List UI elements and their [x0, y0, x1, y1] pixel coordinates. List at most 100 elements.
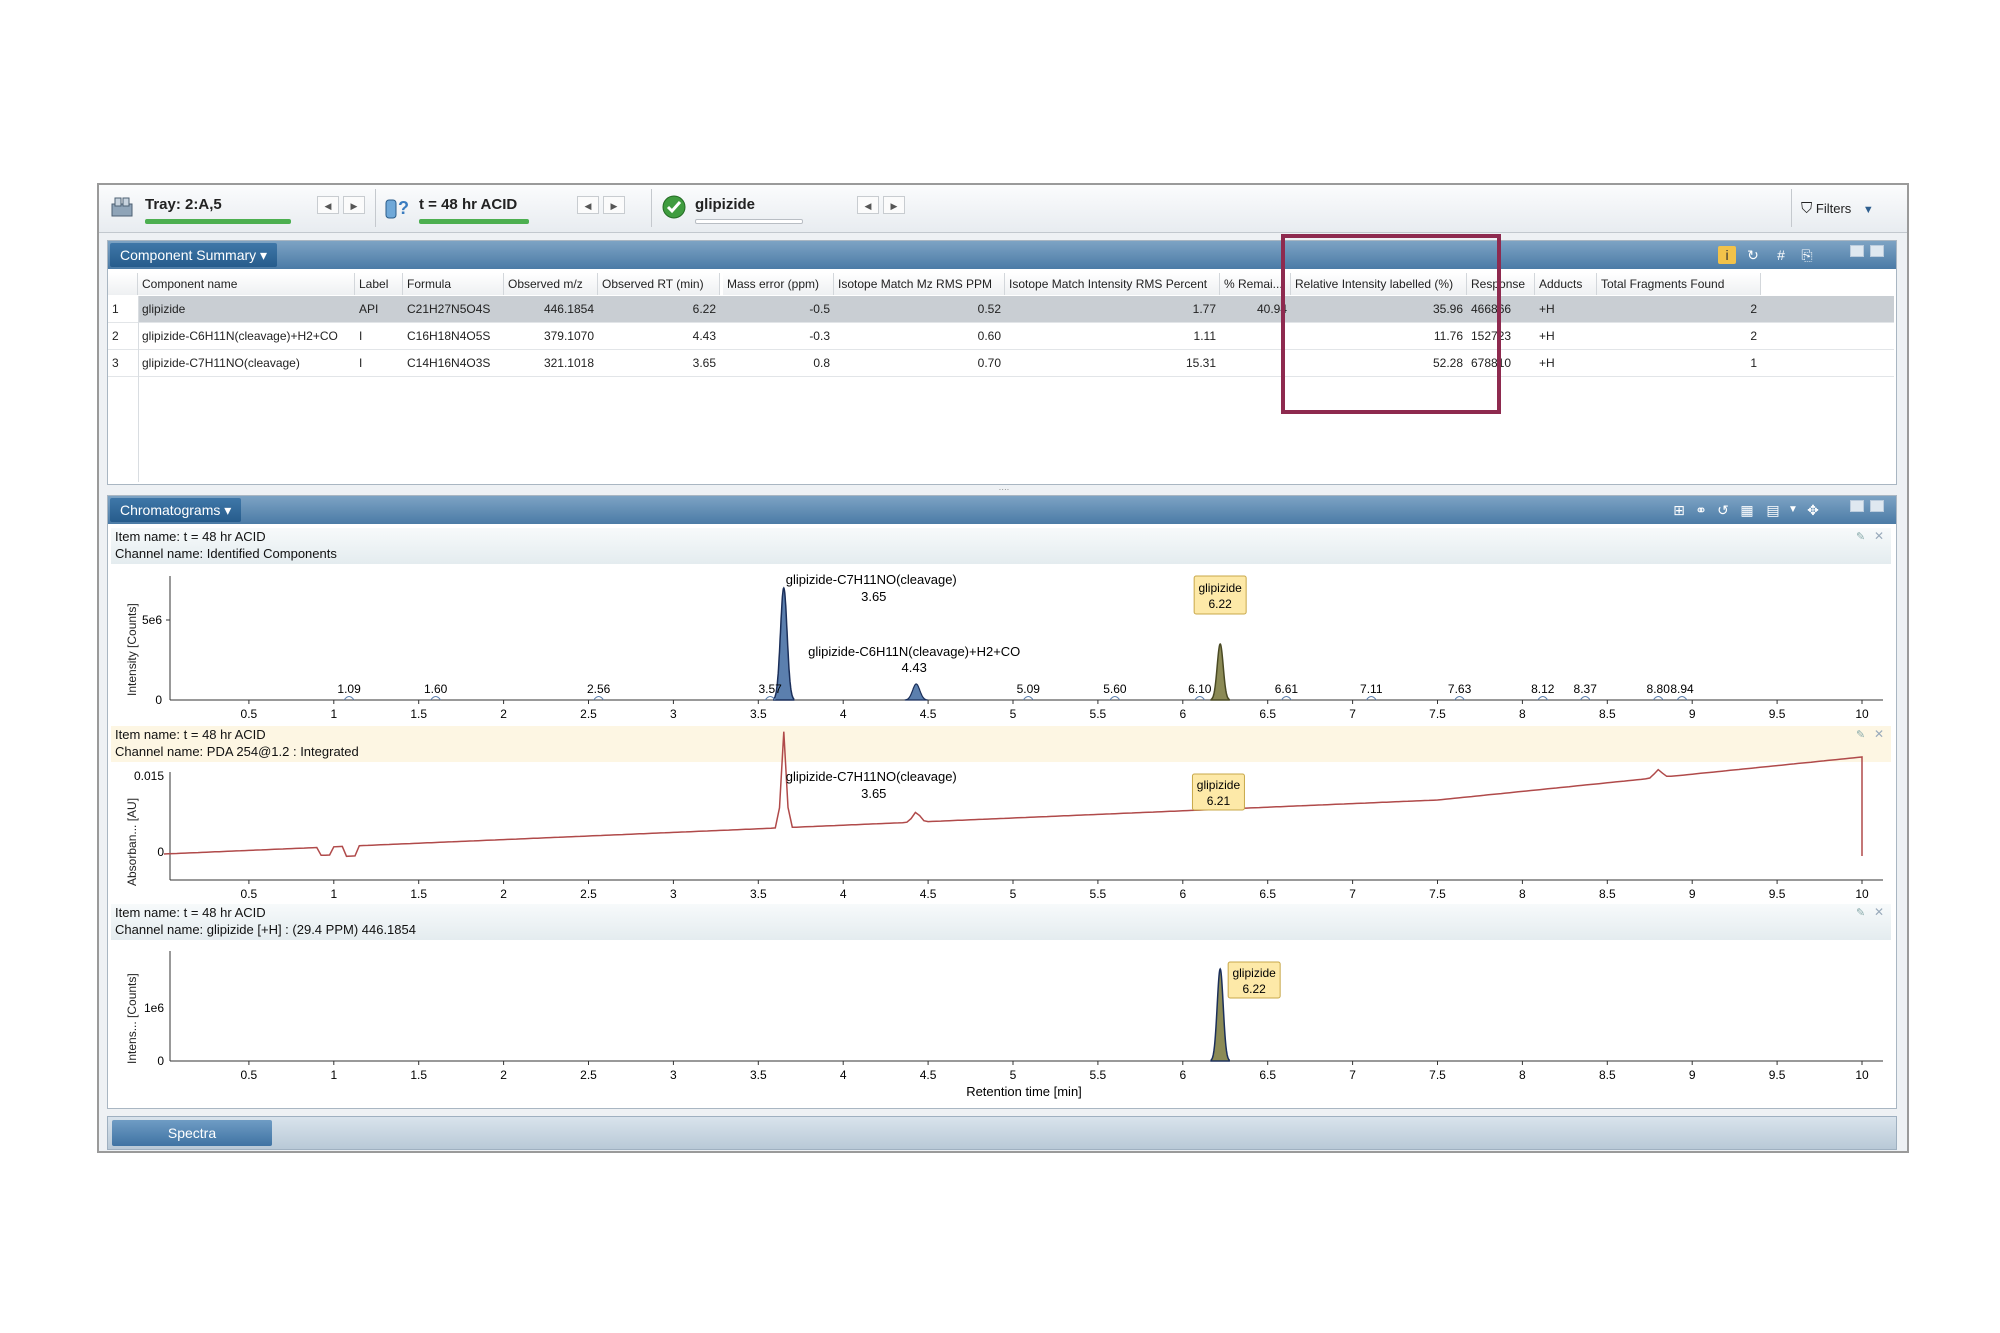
- x-tick-label: 7: [1349, 1068, 1356, 1082]
- strip3-channel-name: Channel name: glipizide [+H] : (29.4 PPM…: [115, 922, 416, 937]
- close-icon[interactable]: ✕: [1874, 905, 1885, 919]
- chromatograms-title[interactable]: Chromatograms ▾: [110, 498, 242, 522]
- maximize-button[interactable]: [1870, 245, 1884, 257]
- col-iso-intensity[interactable]: Isotope Match Intensity RMS Percent: [1005, 273, 1220, 295]
- x-tick-label: 9: [1689, 707, 1696, 721]
- link-icon[interactable]: ⚭: [1695, 502, 1707, 518]
- cell-iso-intensity: 1.77: [1192, 302, 1216, 316]
- component-summary-title[interactable]: Component Summary ▾: [110, 243, 278, 267]
- info-icon[interactable]: i: [1718, 246, 1736, 264]
- x-tick-label: 9.5: [1769, 707, 1786, 721]
- peak-glipizide-c7h11no: [773, 586, 795, 701]
- x-tick-label: 1: [330, 1068, 337, 1082]
- pin-icon[interactable]: ✎: [1856, 729, 1866, 741]
- hash-icon[interactable]: #: [1777, 247, 1785, 263]
- x-tick-label: 2: [500, 1068, 507, 1082]
- col-iso-mz[interactable]: Isotope Match Mz RMS PPM: [834, 273, 1005, 295]
- annotation-c7h11no-name: glipizide-C7H11NO(cleavage): [786, 572, 957, 587]
- col-observed-mz[interactable]: Observed m/z: [504, 273, 598, 295]
- col-total-fragments[interactable]: Total Fragments Found: [1597, 273, 1761, 295]
- x-tick-label: 9.5: [1769, 1068, 1786, 1082]
- reset-icon[interactable]: ↺: [1717, 502, 1729, 518]
- item-navigator: ? t = 48 hr ACID ◀ ▶: [381, 188, 651, 228]
- spectra-tab[interactable]: Spectra: [112, 1120, 272, 1146]
- panel-splitter[interactable]: ····: [998, 485, 1010, 494]
- col-formula[interactable]: Formula: [403, 273, 504, 295]
- strip1-y-tick: 0: [155, 693, 162, 707]
- refresh-icon[interactable]: ↻: [1747, 247, 1759, 263]
- item-next-button[interactable]: ▶: [603, 196, 625, 214]
- row-number: 3: [112, 356, 119, 370]
- annotation-c7h11no-rt: 3.65: [861, 786, 886, 801]
- callout-glipizide: [1191, 773, 1245, 811]
- cell-formula: C21H27N5O4S: [407, 302, 491, 316]
- minor-peak: [343, 696, 355, 701]
- pin-icon[interactable]: ✎: [1856, 531, 1866, 543]
- layout-icon[interactable]: ▤: [1766, 502, 1780, 518]
- x-tick-label: 6: [1179, 707, 1186, 721]
- minor-peak-label: 2.56: [587, 682, 611, 696]
- close-icon[interactable]: ✕: [1874, 727, 1885, 741]
- col-mass-error[interactable]: Mass error (ppm): [723, 273, 834, 295]
- minimize-button[interactable]: [1850, 245, 1864, 257]
- col-remaining[interactable]: % Remai...: [1220, 273, 1291, 295]
- tray-next-button[interactable]: ▶: [343, 196, 365, 214]
- tray-icon: [111, 197, 133, 217]
- callout-glipizide-rt: 6.21: [1207, 794, 1231, 808]
- callout-glipizide-rt: 6.22: [1242, 982, 1266, 996]
- x-tick-label: 2.5: [580, 887, 597, 901]
- export-icon[interactable]: ⎘: [1801, 247, 1813, 263]
- grid-icon[interactable]: ▦: [1740, 502, 1754, 518]
- x-tick-label: 2.5: [580, 707, 597, 721]
- tray-prev-button[interactable]: ◀: [317, 196, 339, 214]
- col-component-name[interactable]: Component name: [138, 273, 355, 295]
- chevron-down-icon[interactable]: ▼: [1788, 504, 1798, 515]
- x-tick-label: 5.5: [1090, 887, 1107, 901]
- cell-name: glipizide-C7H11NO(cleavage): [142, 356, 300, 370]
- application-window: Tray: 2:A,5 ◀ ▶ ? t = 48 hr ACID ◀ ▶ gli…: [97, 183, 1909, 1153]
- cell-mz: 321.1018: [543, 356, 594, 370]
- x-tick-label: 1: [330, 707, 337, 721]
- col-observed-rt[interactable]: Observed RT (min): [598, 273, 720, 295]
- pda-trace: [163, 731, 1863, 858]
- strip1-channel-name: Channel name: Identified Components: [115, 546, 337, 561]
- minor-peak-label: 6.61: [1275, 682, 1299, 696]
- filters-button[interactable]: ⛉ Filters ▼: [1801, 199, 1874, 219]
- cell-formula: C14H16N4O3S: [407, 356, 491, 370]
- pin-icon[interactable]: ✎: [1856, 907, 1866, 919]
- filters-label: Filters: [1815, 201, 1852, 216]
- x-tick-label: 1.5: [410, 707, 427, 721]
- zoom-icon[interactable]: ⊞: [1673, 502, 1685, 518]
- minor-peak-label: 8.94: [1670, 682, 1694, 696]
- component-next-button[interactable]: ▶: [883, 196, 905, 214]
- minimize-button[interactable]: [1850, 500, 1864, 512]
- col-adducts[interactable]: Adducts: [1535, 273, 1597, 295]
- item-prev-button[interactable]: ◀: [577, 196, 599, 214]
- x-tick-label: 7: [1349, 887, 1356, 901]
- chromatogram-plots[interactable]: Intensity [Counts] 5e6 0 0.5 1 1.5 2 2.5 3 3.5…: [108, 496, 1896, 1108]
- minor-peak: [1579, 696, 1591, 701]
- minor-peak-label: 1.60: [424, 682, 448, 696]
- callout-glipizide-rt: 6.22: [1208, 597, 1232, 611]
- component-prev-button[interactable]: ◀: [857, 196, 879, 214]
- cell-adducts: +H: [1539, 302, 1555, 316]
- table-row-selected[interactable]: [138, 296, 1894, 322]
- toolbar-separator: [1791, 189, 1792, 227]
- x-tick-label: 5.5: [1090, 1068, 1107, 1082]
- close-icon[interactable]: ✕: [1874, 529, 1885, 543]
- col-label[interactable]: Label: [355, 273, 403, 295]
- minor-peak-label: 5.09: [1017, 682, 1041, 696]
- minor-peak: [764, 696, 776, 701]
- strip1-x-ticks: 0.5 1 1.5 2 2.5 3 3.5 4 4.5 5 5.5 6 6.5 7 7.5 8 8.5 9 9.5 1…: [241, 700, 1869, 721]
- cell-label: I: [359, 329, 363, 343]
- strip2-channel-name: Channel name: PDA 254@1.2 : Integrated: [115, 744, 359, 759]
- cell-iso-mz: 0.60: [977, 329, 1001, 343]
- maximize-button[interactable]: [1870, 500, 1884, 512]
- col-relative-intensity[interactable]: Relative Intensity labelled (%): [1291, 273, 1467, 295]
- x-tick-label: 1.5: [410, 887, 427, 901]
- x-tick-label: 10: [1855, 887, 1869, 901]
- callout-glipizide: [1193, 575, 1247, 615]
- move-icon[interactable]: ✥: [1807, 502, 1819, 518]
- x-tick-label: 2: [500, 887, 507, 901]
- toolbar-separator: [375, 189, 376, 227]
